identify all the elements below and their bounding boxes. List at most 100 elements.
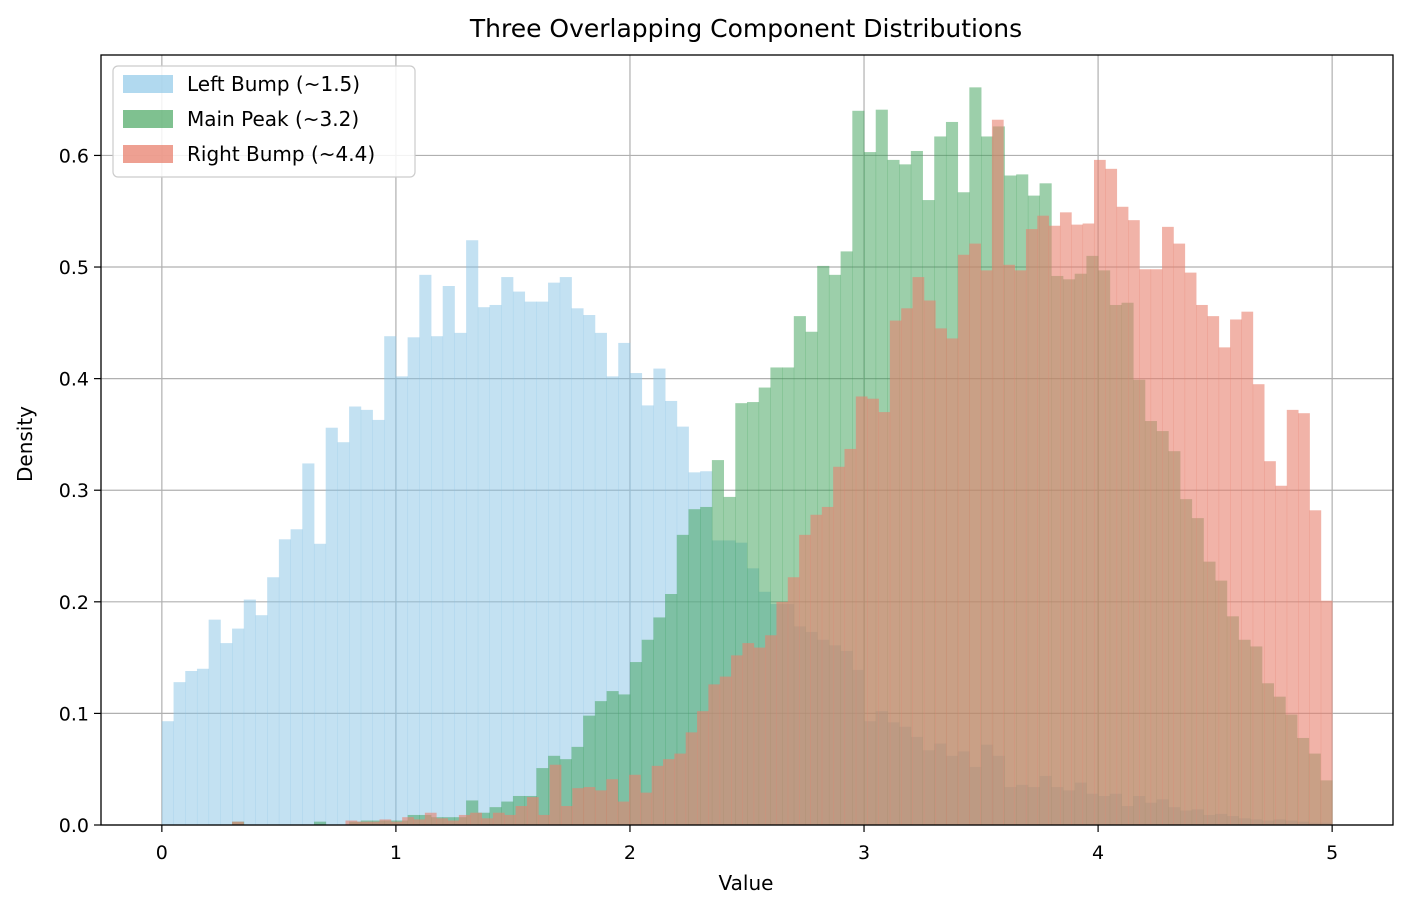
bar [185,671,198,825]
bar [606,779,619,825]
bar [572,788,585,825]
bar [901,308,913,825]
bar [538,814,551,825]
bar [697,711,709,825]
bar [799,534,811,825]
bar [492,812,505,825]
bar [466,240,479,825]
bar [1207,316,1220,825]
bar [583,315,596,825]
bar [889,320,902,825]
bar [1014,270,1027,825]
bar [470,812,482,825]
y-axis-ticks: 0.0 0.1 0.2 0.3 0.4 0.5 0.6 [59,145,101,837]
bar [1059,212,1072,825]
bar [395,376,409,825]
bar [663,759,675,825]
bar [1003,264,1015,825]
bar [489,304,502,825]
bar [232,821,244,825]
y-tick-label: 0.6 [59,145,89,167]
bar [742,643,755,825]
bar [629,774,641,825]
y-tick-label: 0.3 [59,480,89,502]
bar [1230,319,1242,825]
bar [651,765,664,825]
y-axis-label: Density [13,406,37,482]
bar [1082,223,1095,825]
bar [1093,159,1106,825]
bar [1275,485,1288,825]
bar [325,427,338,825]
bar [278,539,291,825]
bar [447,820,460,825]
bar [368,821,380,825]
bar [618,694,631,825]
bar [1241,311,1254,826]
bar [436,818,448,825]
x-axis-label: Value [719,871,774,895]
bar [337,442,350,825]
bar [442,286,455,825]
bar [390,821,403,825]
bar [810,514,823,825]
bar [731,655,743,825]
bar [991,119,1004,826]
bar [356,821,369,825]
bar [765,635,777,825]
legend-swatch [123,110,173,128]
x-tick-label: 5 [1326,842,1338,864]
bar [1218,347,1231,825]
bar [313,543,327,825]
bar [560,806,573,825]
histogram-bars [161,87,1333,826]
bar [267,577,280,825]
bar [384,336,397,825]
bar [594,790,607,825]
bar [481,818,494,825]
bar [833,466,845,825]
bar [674,753,687,825]
bar [407,337,420,825]
bar [912,277,925,825]
bar [1139,269,1152,825]
bar [708,684,721,825]
bar [232,628,245,825]
y-tick-label: 0.2 [59,592,89,614]
bar [1025,229,1038,825]
bar [1048,225,1061,825]
bar [504,814,516,825]
bar [878,412,891,825]
bar [641,639,654,825]
bar [1116,206,1129,825]
bar [419,274,432,825]
bar [424,812,437,825]
legend-swatch [123,145,173,163]
x-tick-label: 2 [624,842,636,864]
bar [583,787,596,825]
bar [1184,272,1197,825]
bar [290,529,303,825]
bar [1162,226,1174,825]
bar [512,291,526,825]
bar [1105,168,1118,826]
bar [776,601,789,825]
x-axis-ticks: 0 1 2 3 4 5 [156,825,1338,864]
bar [867,398,879,825]
bar [1264,461,1276,825]
bar [844,448,857,825]
bar [1150,269,1163,825]
bar [1298,413,1310,825]
bar [753,647,766,825]
bar [855,396,868,825]
bar [536,768,549,825]
plot-frame [100,54,1394,826]
bar [1309,510,1322,825]
legend-label: Left Bump (~1.5) [187,72,360,96]
bar [969,243,981,825]
bar [571,308,584,825]
x-tick-label: 3 [858,842,870,864]
legend: Left Bump (~1.5) Main Peak (~3.2) Right Bu… [112,65,416,178]
bar [1128,220,1140,825]
